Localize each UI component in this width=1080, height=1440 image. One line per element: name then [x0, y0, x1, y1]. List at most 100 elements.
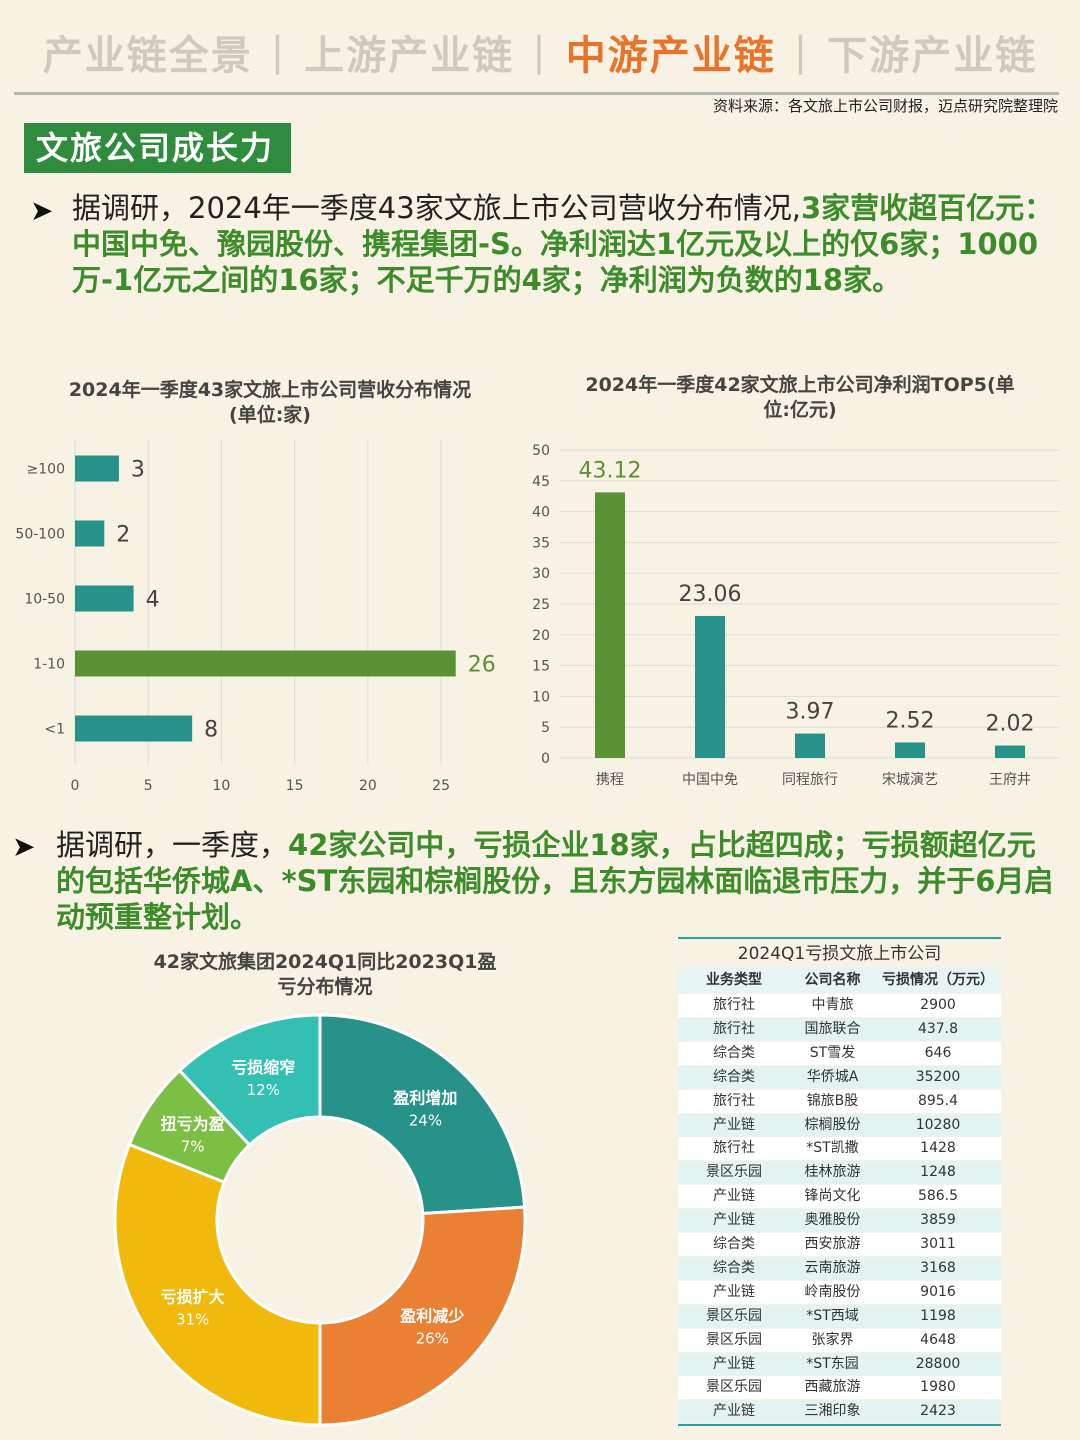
- table-cell: 2423: [920, 1403, 956, 1420]
- table-cell: 国旅联合: [804, 1020, 861, 1037]
- y-tick-label: 10-50: [24, 592, 65, 608]
- paragraph-text: 据调研，一季度，: [56, 828, 289, 862]
- data-label: 43.12: [579, 458, 642, 483]
- nav-separator: |: [270, 29, 287, 75]
- bar: [795, 733, 825, 758]
- x-tick-label: 5: [144, 778, 153, 794]
- slice-value: 12%: [247, 1081, 280, 1099]
- table-cell: 奥雅股份: [804, 1212, 861, 1229]
- bullet-arrow-icon: ➤: [12, 830, 36, 863]
- nav-separator: |: [793, 29, 810, 75]
- paragraph-text: 据调研，2024年一季度43家文旅上市公司营收分布情况,: [72, 191, 801, 225]
- y-tick-label: 40: [532, 505, 550, 521]
- nav-separator: |: [532, 29, 548, 75]
- data-label: 8: [204, 718, 218, 743]
- donut-slice: [318, 1205, 527, 1427]
- table-cell: 3859: [920, 1212, 956, 1229]
- table-cell: 景区乐园: [706, 1164, 762, 1181]
- y-tick-label: 10: [532, 689, 550, 705]
- table-cell: 综合类: [713, 1259, 755, 1276]
- table-cell: 1198: [920, 1307, 956, 1324]
- table-cell: 10280: [915, 1116, 961, 1133]
- bullet-arrow-icon: ➤: [30, 194, 54, 227]
- table-cell: 华侨城A: [806, 1068, 859, 1085]
- paragraph-revenue: 据调研，2024年一季度43家文旅上市公司营收分布情况,3家营收超百亿元：中国中…: [72, 190, 1064, 298]
- x-tick-label: 王府井: [989, 772, 1031, 788]
- slice-label: 盈利增加: [392, 1089, 457, 1108]
- chart-title-profit: 2024年一季度42家文旅上市公司净利润TOP5(单位:亿元): [585, 374, 1015, 421]
- table-cell: 锋尚文化: [804, 1188, 861, 1205]
- data-label: 26: [468, 653, 496, 678]
- y-tick-label: 50-100: [15, 527, 65, 543]
- table-row: 旅行社 锦旅B股 895.4: [678, 1089, 1001, 1113]
- bar: [75, 455, 119, 482]
- y-tick-label: <1: [44, 722, 65, 738]
- chart-title-donut: 42家文旅集团2024Q1同比2023Q1盈亏分布情况: [153, 951, 497, 998]
- table-cell: 3011: [920, 1236, 956, 1252]
- slice-label: 亏损缩窄: [231, 1058, 295, 1077]
- table-cell: 437.8: [917, 1020, 959, 1037]
- donut-slice: [318, 1013, 527, 1216]
- data-label: 2.02: [986, 712, 1035, 737]
- table-bottom-border: [678, 1424, 1001, 1426]
- nav-item-overview[interactable]: 产业链全景: [42, 33, 253, 79]
- table-title: 2024Q1亏损文旅上市公司: [678, 937, 1001, 967]
- nav-item-downstream[interactable]: 下游产业链: [827, 33, 1038, 79]
- y-tick-label: 45: [532, 474, 550, 490]
- table-cell: 西安旅游: [804, 1236, 861, 1252]
- table-cell: 棕榈股份: [804, 1116, 861, 1133]
- table-row: 景区乐园 西藏旅游 1980: [678, 1376, 1001, 1400]
- chart-title-revenue: 2024年一季度43家文旅上市公司营收分布情况(单位:家): [68, 379, 472, 426]
- bar: [695, 615, 725, 758]
- x-tick-label: 宋城演艺: [882, 772, 938, 788]
- x-tick-label: 中国中免: [682, 772, 738, 788]
- table-cell: *ST西域: [806, 1307, 859, 1324]
- slice-value: 31%: [176, 1311, 209, 1329]
- table-cell: 中青旅: [811, 997, 854, 1013]
- table-cell: 28800: [915, 1355, 961, 1372]
- table-cell: 1428: [920, 1140, 956, 1157]
- table-cell: 景区乐园: [706, 1331, 762, 1348]
- y-tick-label: 1-10: [33, 657, 65, 673]
- chart-revenue-distribution: 0 5 10 15 20 25 ≥100 3 50-100 2 10-50 4 1-10 26 <1 8: [15, 440, 496, 794]
- table-row: 综合类 西安旅游 3011: [678, 1233, 1001, 1256]
- table-cell: 景区乐园: [706, 1307, 762, 1324]
- table-row: 景区乐园 *ST西域 1198: [678, 1304, 1001, 1328]
- data-label: 2: [116, 523, 130, 548]
- slice-label: 扭亏为盈: [161, 1114, 225, 1133]
- table-cell: 桂林旅游: [804, 1164, 861, 1181]
- nav-item-upstream[interactable]: 上游产业链: [304, 33, 515, 79]
- table-cell: 岭南股份: [804, 1283, 861, 1300]
- table-cell: 锦旅B股: [806, 1092, 859, 1109]
- x-tick-label: 同程旅行: [782, 772, 838, 788]
- table-header: 业务类型 公司名称 亏损情况（万元）: [678, 967, 1001, 993]
- table-row: 景区乐园 桂林旅游 1248: [678, 1161, 1001, 1185]
- table-cell: 综合类: [713, 1236, 755, 1252]
- table-cell: 产业链: [713, 1403, 755, 1420]
- table-cell: 旅行社: [713, 1020, 755, 1037]
- table-header-cell: 业务类型: [706, 972, 762, 988]
- table-cell: ST雪发: [809, 1044, 856, 1061]
- table-cell: 旅行社: [713, 1140, 755, 1157]
- bar: [895, 742, 925, 758]
- x-tick-label: 0: [71, 778, 80, 794]
- chart-profit-loss-donut: 盈利增加 24% 盈利减少 26% 亏损扩大 31% 扭亏为盈 7% 亏损缩窄 12%: [113, 1013, 527, 1427]
- table-row: 综合类 华侨城A 35200: [678, 1065, 1001, 1089]
- table-cell: 1248: [920, 1164, 956, 1181]
- source-note: 资料来源：各文旅上市公司财报，迈点研究院整理院: [712, 97, 1058, 115]
- table-cell: 895.4: [917, 1092, 959, 1109]
- data-label: 2.52: [886, 708, 935, 733]
- table-row: 景区乐园 张家界 4648: [678, 1328, 1001, 1352]
- nav-item-midstream[interactable]: 中游产业链: [565, 33, 776, 79]
- y-tick-label: 50: [532, 443, 550, 459]
- slice-label: 亏损扩大: [161, 1288, 225, 1307]
- table-cell: 云南旅游: [804, 1259, 861, 1276]
- x-tick-label: 携程: [596, 772, 624, 788]
- table-header-cell: 亏损情况（万元）: [882, 972, 994, 988]
- table-row: 产业链 岭南股份 9016: [678, 1280, 1001, 1304]
- table-cell: 3168: [920, 1259, 956, 1276]
- nav-divider: [14, 92, 1059, 95]
- slice-label: 盈利减少: [399, 1306, 464, 1325]
- bar: [595, 492, 625, 758]
- table-cell: 西藏旅游: [804, 1379, 861, 1396]
